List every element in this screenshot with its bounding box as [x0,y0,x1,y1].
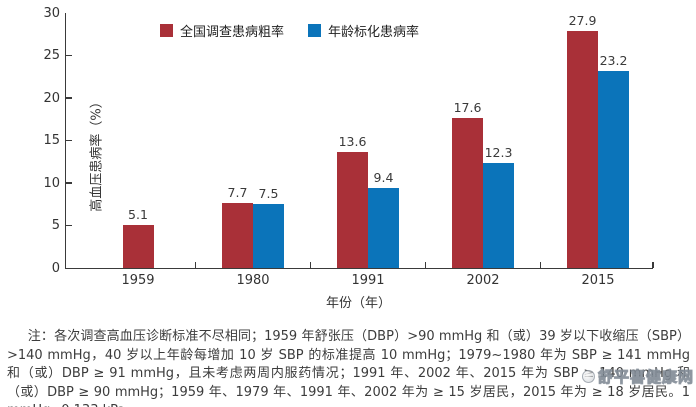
y-tick-20 [66,97,72,99]
y-tick-10 [66,182,72,184]
y-tick-5 [66,224,72,227]
bar-crude-1959 [122,224,154,268]
chart-legend: 全国调查患病粗率 年龄标化患病率 [160,21,419,40]
x-tick-3 [539,262,542,268]
legend-label-age-standardized-rate: 年龄标化患病率 [328,25,420,40]
y-tick-label-25: 25 [43,48,60,63]
y-axis-title: 高血压患病率（%） [89,95,105,212]
footnote-text: 注：各次调查高血压诊断标准不尽相同；1959 年舒张压（DBP）>90 mmHg… [7,329,690,407]
x-tick-0 [194,262,197,268]
bar-value-crude-1959: 5.1 [128,206,148,222]
bar-crude-1980 [222,202,253,268]
legend-entry-crude-rate: 全国调查患病粗率 [160,21,284,40]
bar-standardized-2015 [598,70,629,268]
legend-label-crude-rate: 全国调查患病粗率 [180,25,285,40]
bar-value-crude-1980: 7.7 [227,184,248,200]
x-tick-2 [424,262,427,268]
y-tick-label-0: 0 [51,260,60,276]
x-tick-4 [652,262,654,268]
y-tick-15 [66,139,72,142]
legend-swatch-blue [308,24,322,37]
bar-value-crude-1991: 13.6 [338,134,367,150]
legend-swatch-red [160,24,173,37]
y-tick-label-30: 30 [43,5,60,21]
bar-value-crude-2015: 27.9 [568,12,597,28]
bar-crude-2015 [567,30,598,268]
bar-crude-2002 [452,118,483,268]
bar-crude-1991 [337,152,368,268]
bar-value-crude-2002: 17.6 [453,100,482,116]
y-tick-label-5: 5 [51,218,60,233]
x-tick-label-1991: 1991 [351,273,385,288]
bar-standardized-1980 [253,204,284,268]
bar-value-standardized-2015: 23.2 [599,52,628,68]
bar-standardized-2002 [483,163,514,268]
plot-area: 高血压患病率（%） 0 5 10 15 20 25 30 5.1 1959 7.7 7.5 1980 1… [43,7,654,288]
x-tick-label-2015: 2015 [581,273,615,288]
y-tick-label-15: 15 [43,133,60,148]
y-tick-label-20: 20 [43,90,60,106]
x-tick-1 [309,262,312,268]
x-tick-label-2002: 2002 [466,273,500,288]
y-tick-25 [66,54,72,57]
x-tick-label-1959: 1959 [121,273,155,288]
bar-value-standardized-1980: 7.5 [258,186,279,202]
y-tick-label-10: 10 [43,175,60,191]
legend-entry-age-standardized-rate: 年龄标化患病率 [308,21,419,40]
bar-value-standardized-1991: 9.4 [373,170,394,186]
x-tick-label-1980: 1980 [236,273,270,288]
x-axis-title: 年份（年） [325,296,391,311]
bar-value-standardized-2002: 12.3 [484,145,513,161]
bar-standardized-1991 [368,188,399,268]
